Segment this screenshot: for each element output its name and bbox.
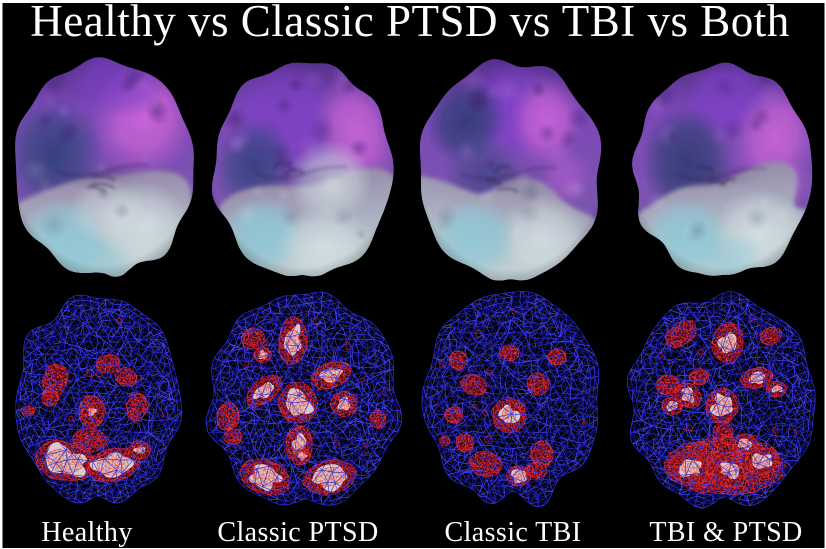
svg-text:Classic PTSD: Classic PTSD bbox=[217, 517, 378, 548]
svg-text:Classic TBI: Classic TBI bbox=[445, 517, 582, 548]
svg-text:TBI & PTSD: TBI & PTSD bbox=[649, 517, 802, 548]
svg-text:Healthy vs Classic PTSD vs TBI: Healthy vs Classic PTSD vs TBI vs Both bbox=[30, 0, 789, 46]
svg-text:Healthy: Healthy bbox=[41, 517, 132, 548]
